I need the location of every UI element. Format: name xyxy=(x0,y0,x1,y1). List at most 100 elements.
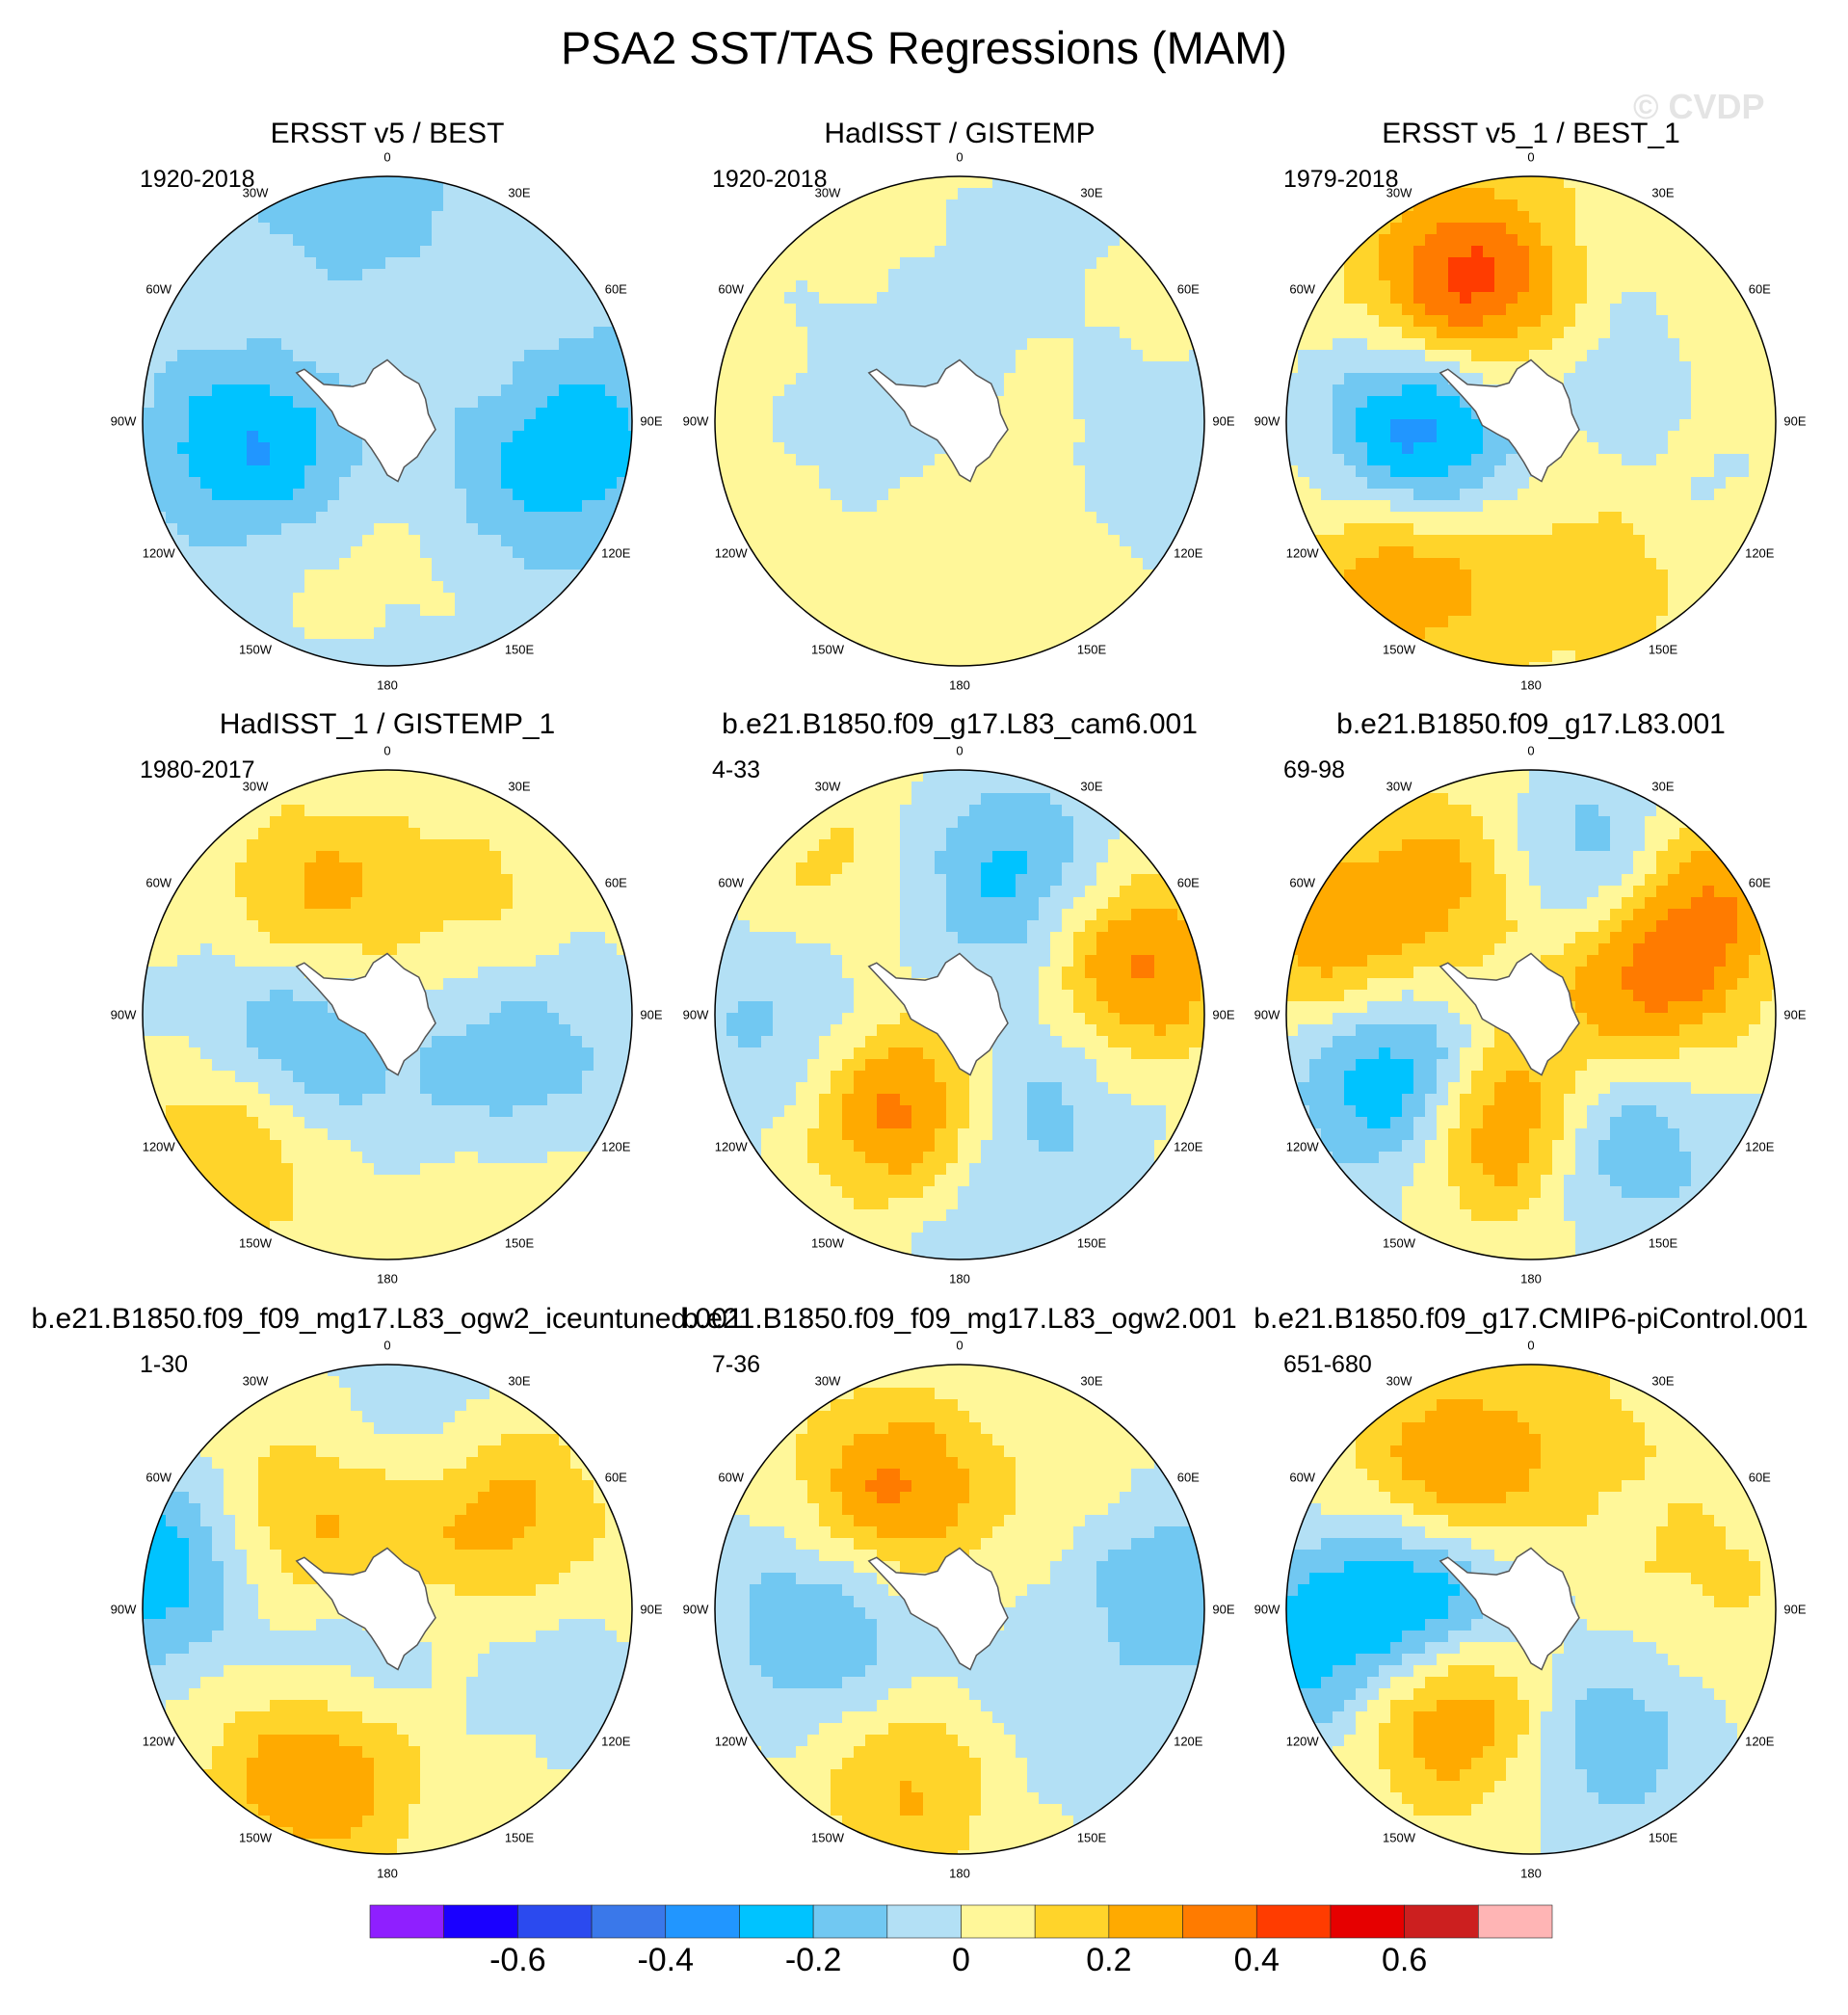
longitude-label: 30W xyxy=(814,185,841,200)
longitude-label: 30W xyxy=(814,779,841,794)
map-border xyxy=(1285,1364,1777,1855)
longitude-label: 60E xyxy=(604,281,627,297)
longitude-label: 150W xyxy=(239,1830,272,1845)
longitude-label: 120E xyxy=(1174,1139,1203,1154)
longitude-label: 180 xyxy=(377,1271,398,1286)
longitude-label: 90W xyxy=(682,413,709,429)
longitude-label: 150E xyxy=(1648,1235,1678,1251)
longitude-label: 120W xyxy=(142,1139,175,1154)
longitude-label: 90E xyxy=(640,413,663,429)
longitude-label: 180 xyxy=(1520,677,1542,693)
panel-title: b.e21.B1850.f09_g17.L83.001 xyxy=(1336,708,1726,740)
longitude-label: 0 xyxy=(383,1338,391,1353)
longitude-label: 30E xyxy=(1651,1373,1675,1389)
antarctica-coastline xyxy=(295,1547,436,1671)
colorbar-tick-label: -0.4 xyxy=(637,1942,695,1978)
longitude-label: 150E xyxy=(1076,1235,1107,1251)
longitude-label: 30W xyxy=(242,779,269,794)
longitude-label: 150E xyxy=(504,1830,535,1845)
longitude-label: 90E xyxy=(1212,413,1235,429)
panel-period: 4-33 xyxy=(712,756,761,783)
map-panel-8 xyxy=(714,1364,1205,1855)
panel-period: 1920-2018 xyxy=(712,166,828,193)
panel-period: 1979-2018 xyxy=(1283,166,1399,193)
regression-field xyxy=(715,770,1204,1259)
colorbar-swatch xyxy=(665,1904,740,1939)
longitude-label: 30E xyxy=(1080,1373,1103,1389)
colorbar-tick-label: 0 xyxy=(952,1942,970,1978)
longitude-label: 60W xyxy=(145,875,172,890)
longitude-label: 150E xyxy=(1648,642,1678,657)
antarctica-coastline xyxy=(295,952,436,1076)
longitude-label: 60W xyxy=(718,875,745,890)
longitude-label: 150W xyxy=(811,1830,844,1845)
longitude-label: 120W xyxy=(714,545,748,561)
antarctica-coastline xyxy=(867,1547,1009,1671)
longitude-label: 60E xyxy=(1176,1470,1200,1485)
longitude-label: 120W xyxy=(1285,1734,1319,1749)
longitude-label: 90W xyxy=(682,1007,709,1022)
longitude-label: 60E xyxy=(604,875,627,890)
map-border xyxy=(1285,175,1777,667)
longitude-label: 120W xyxy=(714,1734,748,1749)
regression-field xyxy=(1286,176,1776,666)
colorbar-swatch xyxy=(1255,1904,1332,1939)
longitude-label: 90W xyxy=(682,1602,709,1617)
longitude-label: 60E xyxy=(604,1470,627,1485)
panel-title: b.e21.B1850.f09_g17.L83_cam6.001 xyxy=(722,708,1198,740)
colorbar-swatch xyxy=(369,1904,444,1939)
longitude-label: 0 xyxy=(1527,1338,1535,1353)
longitude-label: 90E xyxy=(640,1602,663,1617)
map-panel-5 xyxy=(714,769,1205,1260)
longitude-label: 120E xyxy=(1174,1734,1203,1749)
longitude-label: 120E xyxy=(601,545,631,561)
longitude-label: 90W xyxy=(110,413,137,429)
longitude-label: 0 xyxy=(956,743,964,758)
longitude-label: 150E xyxy=(1076,1830,1107,1845)
map-panel-6 xyxy=(1285,769,1777,1260)
longitude-label: 30E xyxy=(508,779,531,794)
antarctica-coastline xyxy=(867,358,1009,483)
longitude-label: 90E xyxy=(1212,1007,1235,1022)
longitude-label: 120W xyxy=(1285,1139,1319,1154)
colorbar-swatch xyxy=(591,1904,667,1939)
longitude-label: 30W xyxy=(1386,779,1412,794)
longitude-label: 180 xyxy=(949,677,970,693)
longitude-label: 30E xyxy=(508,185,531,200)
longitude-label: 90W xyxy=(110,1007,137,1022)
longitude-label: 30E xyxy=(1651,185,1675,200)
longitude-label: 90W xyxy=(1254,1602,1280,1617)
longitude-label: 120E xyxy=(1174,545,1203,561)
longitude-label: 0 xyxy=(383,743,391,758)
longitude-label: 60E xyxy=(1748,875,1771,890)
colorbar-tick-label: -0.2 xyxy=(784,1942,842,1978)
longitude-label: 30E xyxy=(1651,779,1675,794)
panel-period: 69-98 xyxy=(1283,756,1345,783)
antarctica-coastline xyxy=(1439,1547,1580,1671)
map-panel-3 xyxy=(1285,175,1777,667)
longitude-label: 90E xyxy=(1783,413,1807,429)
antarctica-coastline xyxy=(1439,952,1580,1076)
longitude-label: 30E xyxy=(1080,779,1103,794)
longitude-label: 90E xyxy=(1783,1602,1807,1617)
map-border xyxy=(714,1364,1205,1855)
longitude-label: 150E xyxy=(504,642,535,657)
longitude-label: 30W xyxy=(814,1373,841,1389)
longitude-label: 60W xyxy=(718,281,745,297)
longitude-label: 60E xyxy=(1176,875,1200,890)
cvdp-watermark: © CVDP xyxy=(1633,87,1765,126)
longitude-label: 150E xyxy=(1076,642,1107,657)
colorbar-swatch xyxy=(1478,1904,1553,1939)
figure-title: PSA2 SST/TAS Regressions (MAM) xyxy=(561,22,1287,73)
map-panel-4 xyxy=(142,769,633,1260)
longitude-label: 150W xyxy=(811,642,844,657)
longitude-label: 60W xyxy=(1289,875,1316,890)
panel-title: HadISST_1 / GISTEMP_1 xyxy=(219,708,556,740)
longitude-label: 150W xyxy=(811,1235,844,1251)
panel-title: b.e21.B1850.f09_g17.CMIP6-piControl.001 xyxy=(1254,1303,1808,1335)
colorbar xyxy=(369,1904,1553,1939)
colorbar-tick-label: -0.6 xyxy=(489,1942,546,1978)
longitude-label: 30W xyxy=(242,185,269,200)
longitude-label: 0 xyxy=(956,1338,964,1353)
